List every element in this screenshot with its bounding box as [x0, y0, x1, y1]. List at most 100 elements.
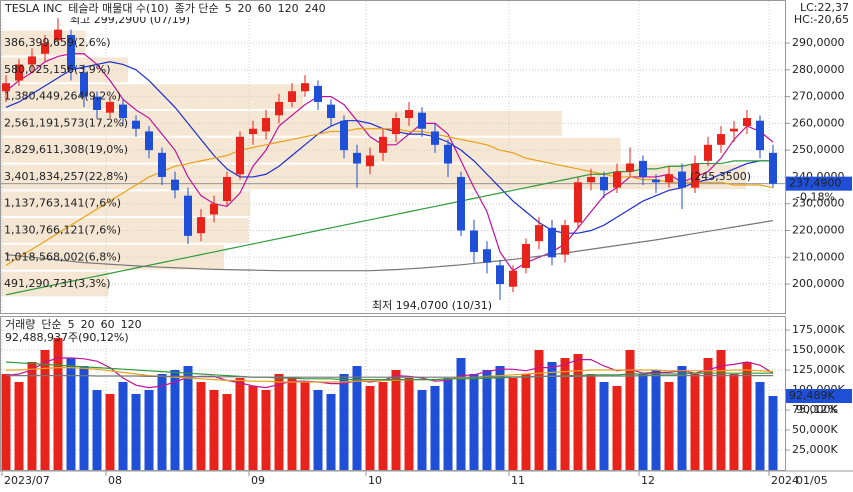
candle-body — [405, 109, 413, 119]
volume-bar — [768, 396, 778, 470]
y-tick-label: 220,0000 — [792, 224, 845, 237]
volume-bar — [1, 374, 11, 470]
volume-bar — [92, 390, 102, 470]
volume-bar — [612, 386, 622, 470]
candle-body — [444, 144, 452, 164]
x-tick-label: 12 — [641, 474, 655, 487]
profile-bar — [1, 84, 304, 109]
candle-body — [67, 34, 75, 70]
y-tick-label: 75,000K — [792, 403, 838, 416]
candle-body — [288, 91, 296, 102]
x-tick-label: 11 — [511, 474, 525, 487]
volume-bar — [482, 370, 492, 470]
candle-body — [743, 118, 751, 127]
candle-body — [145, 131, 153, 151]
ma-line — [5, 220, 774, 272]
candle-body — [28, 56, 36, 65]
layer-main — [1, 18, 778, 470]
x-tick-label: 2023/07 — [4, 474, 50, 487]
x-tick-label: 01/05 — [796, 474, 828, 487]
volume-bar — [599, 382, 609, 470]
volume-bar — [703, 358, 713, 470]
candle-body — [249, 128, 257, 135]
candle-body — [535, 225, 543, 242]
volume-bar — [586, 374, 596, 470]
volume-bar — [430, 386, 440, 470]
profile-label: 1,380,449,264(9,2%) — [4, 90, 121, 103]
y-tick-label: 175,000K — [792, 323, 845, 336]
candle-body — [548, 227, 556, 258]
candle-body — [431, 131, 439, 145]
candle-body — [587, 176, 595, 183]
volume-bar — [40, 350, 50, 470]
x-tick-label: 10 — [368, 474, 382, 487]
legend-box — [1, 1, 351, 17]
candle-body — [301, 83, 309, 92]
volume-bar — [300, 382, 310, 470]
candle-body — [158, 152, 166, 177]
y-tick-label: 150,000K — [792, 343, 845, 356]
y-tick-label: 210,0000 — [792, 250, 845, 263]
legend-title: TESLA INC — [4, 2, 63, 15]
volume-bar — [287, 378, 297, 470]
candle-body — [262, 118, 270, 132]
y-tick-label: 290,0000 — [792, 36, 845, 49]
volume-bar — [534, 350, 544, 470]
volume-bar — [391, 370, 401, 470]
candle-body — [756, 120, 764, 151]
candle-body — [392, 118, 400, 135]
candle-body — [665, 174, 673, 183]
volume-bar — [495, 366, 505, 470]
legend-entry: 120 — [121, 318, 142, 331]
volume-bar — [170, 370, 180, 470]
volume-bar — [716, 350, 726, 470]
volume-bar — [53, 338, 63, 470]
volume-bar — [664, 382, 674, 470]
candle-body — [171, 179, 179, 191]
volume-ma-line — [5, 361, 773, 381]
candle-body — [275, 101, 283, 116]
volume-bar — [755, 382, 765, 470]
y-tick-label: 280,0000 — [792, 63, 845, 76]
volume-bar — [248, 386, 258, 470]
volume-bar — [183, 366, 193, 470]
ma-line — [5, 61, 773, 234]
volume-bar — [521, 374, 531, 470]
volume-bar — [144, 390, 154, 470]
candle-body — [691, 163, 699, 188]
volume-bar — [27, 362, 37, 470]
candle-body — [574, 182, 582, 223]
profile-label: 580,025,156(3,9%) — [4, 63, 111, 76]
legend-entry: 240 — [305, 2, 326, 15]
volume-bar — [365, 386, 375, 470]
candle-body — [600, 176, 608, 191]
profile-label: 2,829,611,308(19,0%) — [4, 143, 128, 156]
candle-body — [93, 96, 101, 110]
candle-body — [54, 29, 62, 41]
volume-bar — [66, 358, 76, 470]
candle-body — [717, 134, 725, 145]
legend-entry: 20 — [238, 2, 252, 15]
volume-bar — [547, 362, 557, 470]
volume-bar — [79, 366, 89, 470]
hc-label: HC:-20,65 — [794, 13, 849, 26]
last-change: -0,18% — [796, 191, 835, 204]
last-price-label: 237,4900 — [789, 177, 842, 190]
candle-body — [769, 152, 777, 184]
candle-body — [106, 101, 114, 113]
profile-label: 1,130,766,121(7,6%) — [4, 224, 121, 237]
candle-body — [379, 136, 387, 153]
volume-bar — [313, 390, 323, 470]
candle-body — [15, 64, 23, 81]
candle-body — [119, 104, 127, 119]
legend-entry: 60 — [258, 2, 272, 15]
candle-body — [340, 120, 348, 151]
volume-bar — [235, 378, 245, 470]
legend-entry: 20 — [81, 318, 95, 331]
legend-entry: 5 — [68, 318, 75, 331]
volume-bar — [131, 394, 141, 470]
volume-bar — [261, 390, 271, 470]
volume-last-pct: 90,12% — [796, 403, 838, 416]
candle-body — [678, 171, 686, 188]
